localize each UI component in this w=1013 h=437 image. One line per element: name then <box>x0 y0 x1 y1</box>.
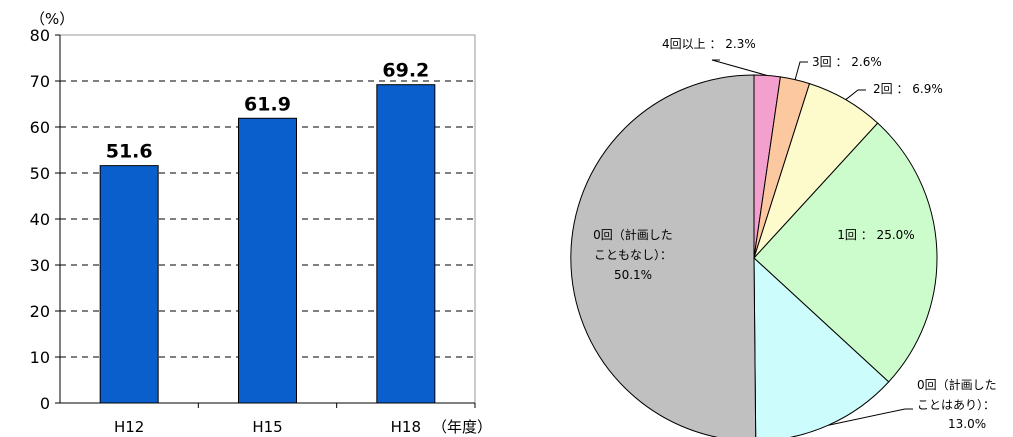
y-tick-label: 70 <box>30 72 50 91</box>
bar <box>238 117 297 404</box>
x-tick-label: H18 <box>391 418 421 436</box>
x-tick-label: H15 <box>252 418 282 436</box>
leader-line <box>828 408 913 426</box>
bar <box>376 84 436 404</box>
y-tick-label: 30 <box>30 256 50 275</box>
y-tick-label: 0 <box>40 394 50 413</box>
x-axis-label: （年度） <box>432 418 492 436</box>
y-tick-label: 20 <box>30 302 50 321</box>
leader-line <box>711 59 768 76</box>
y-tick-label: 10 <box>30 348 50 367</box>
slice-label: 3回 ： 2.6% <box>812 55 882 69</box>
slice-label: 4回以上 ： 2.3% <box>662 37 756 51</box>
bar-chart: 0 10 20 30 40 50 60 70 80（%） 51.6 H12 61.9 H15 69.2 H1… <box>30 10 492 436</box>
pie-slice <box>753 122 938 383</box>
leader-line <box>794 61 808 80</box>
y-axis-label: （%） <box>30 10 74 28</box>
slice-label: 2回 ： 6.9% <box>873 82 943 96</box>
pie-slice <box>570 74 757 437</box>
y-tick-label: 60 <box>30 118 50 137</box>
data-label: 69.2 <box>382 60 429 82</box>
leader-line <box>845 89 866 101</box>
slice-label: 0回（計画した <box>593 227 673 242</box>
y-tick-label: 50 <box>30 164 50 183</box>
slice-label: 0回（計画した <box>917 377 997 392</box>
bar <box>99 165 159 404</box>
slice-label: こともなし）： <box>594 248 672 262</box>
slice-label: 50.1% <box>614 268 652 282</box>
y-tick-label: 80 <box>30 26 50 45</box>
data-label: 61.9 <box>244 93 291 115</box>
slice-label: 13.0% <box>948 417 986 431</box>
x-tick-label: H12 <box>114 418 144 436</box>
data-label: 51.6 <box>106 141 153 163</box>
slice-label: 1回 ： 25.0% <box>837 228 914 242</box>
y-tick-label: 40 <box>30 210 50 229</box>
slice-label: ことはあり）： <box>917 398 995 412</box>
